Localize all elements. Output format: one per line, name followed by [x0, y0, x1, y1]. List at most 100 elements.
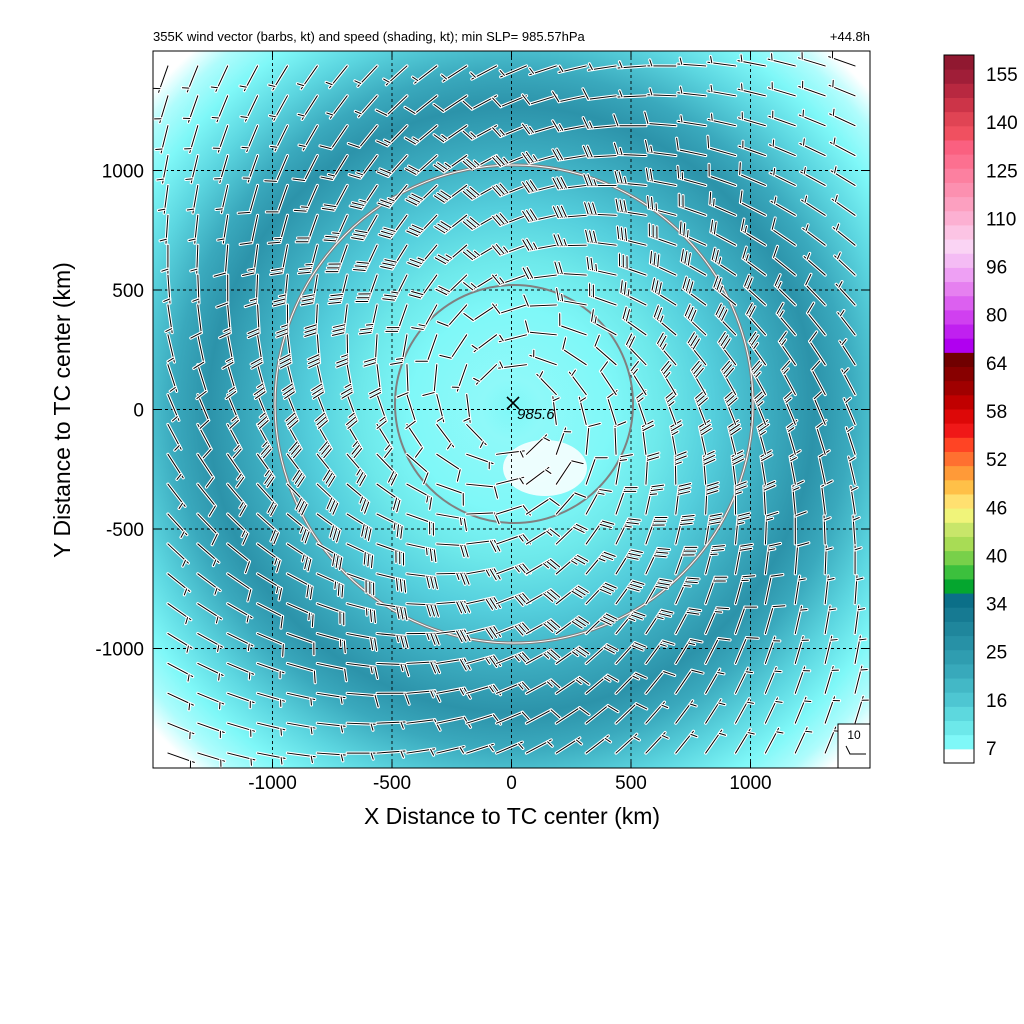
- colorbar-frame: [943, 54, 975, 764]
- wind-barb: [465, 452, 495, 471]
- wind-barb: [686, 331, 708, 367]
- wind-barb: [524, 588, 562, 606]
- wind-barb: [616, 89, 648, 99]
- wind-barb: [285, 721, 317, 736]
- wind-barb: [345, 542, 375, 570]
- wind-barb: [528, 64, 558, 77]
- wind-barb: [767, 109, 797, 128]
- colorbar-swatch: [944, 536, 974, 552]
- wind-barb: [196, 721, 226, 740]
- wind-barb: [849, 484, 859, 516]
- wind-barb: [196, 452, 215, 489]
- wind-barb: [617, 252, 648, 277]
- wind-barb: [224, 363, 238, 401]
- wind-barb: [296, 243, 319, 275]
- wind-barb: [793, 574, 807, 606]
- wind-barb: [382, 64, 409, 87]
- wind-barb: [644, 167, 678, 188]
- wind-barb: [827, 51, 857, 68]
- wind-barb: [226, 542, 252, 575]
- wind-barb: [335, 333, 350, 369]
- colorbar-swatch: [944, 309, 974, 325]
- wind-barb: [462, 392, 472, 424]
- wind-barb: [629, 359, 648, 397]
- wind-barb: [582, 173, 618, 188]
- wind-barb: [255, 751, 287, 766]
- wind-barb: [405, 718, 442, 732]
- wind-barb: [236, 183, 260, 215]
- wind-barb: [557, 64, 588, 74]
- colorbar-swatch: [944, 338, 974, 353]
- colorbar-swatch: [944, 451, 974, 467]
- wind-barb: [377, 213, 409, 240]
- range-rings: [273, 163, 755, 645]
- colorbar-swatch: [944, 253, 974, 268]
- colorbar-swatch: [944, 83, 974, 98]
- wind-barb: [815, 418, 828, 456]
- wind-barb: [561, 336, 588, 367]
- wind-barb: [277, 333, 293, 370]
- wind-barb: [733, 636, 760, 666]
- wind-barb: [733, 666, 755, 695]
- reference-vector-label: 10: [847, 728, 861, 742]
- wind-barb: [255, 721, 287, 737]
- wind-barb: [643, 110, 678, 128]
- wind-barb: [184, 153, 200, 185]
- wind-barb: [524, 708, 562, 725]
- reference-vector-box: 10: [837, 723, 871, 769]
- x-tick-label: 1000: [729, 773, 771, 794]
- wind-barb: [521, 265, 558, 281]
- wind-barb: [375, 602, 409, 622]
- wind-barb: [796, 51, 827, 68]
- wind-barb: [808, 330, 827, 367]
- wind-barb: [524, 557, 562, 576]
- range-ring-1000km-inner: [274, 164, 754, 644]
- wind-barb: [315, 572, 345, 599]
- wind-barb: [551, 395, 561, 427]
- wind-barb: [646, 87, 678, 98]
- wind-barb: [823, 574, 836, 606]
- wind-barb: [410, 64, 439, 85]
- wind-barb: [255, 602, 285, 630]
- x-tick-label: 0: [506, 773, 517, 794]
- wind-barb: [614, 517, 642, 546]
- wind-barb: [606, 389, 619, 427]
- wind-barb: [828, 107, 857, 128]
- wind-barb: [853, 634, 868, 666]
- colorbar-swatch: [944, 692, 974, 707]
- wind-barb: [676, 85, 708, 98]
- wind-barb: [196, 691, 226, 711]
- wind-barb: [433, 213, 469, 235]
- wind-barb: [404, 153, 439, 176]
- wind-barb: [404, 183, 439, 207]
- wind-barb: [614, 732, 641, 755]
- wind-barb: [414, 333, 439, 363]
- colorbar-swatch: [944, 649, 974, 665]
- wind-barb: [196, 542, 221, 568]
- wind-barb: [733, 480, 748, 516]
- wind-barb: [238, 213, 260, 246]
- wind-barb: [624, 332, 648, 367]
- wind-speed-shading: [153, 51, 870, 768]
- wind-barb: [827, 78, 857, 98]
- wind-barb: [674, 576, 701, 606]
- wind-barb: [613, 169, 648, 188]
- wind-barb: [554, 584, 590, 606]
- colorbar-label: 40: [986, 546, 1007, 567]
- wind-barb: [708, 190, 738, 217]
- wind-barb: [268, 124, 290, 153]
- wind-barb: [524, 738, 554, 755]
- wind-barb: [345, 512, 373, 542]
- wind-barb: [325, 94, 349, 120]
- wind-barb: [403, 124, 439, 146]
- wind-barb: [375, 124, 409, 148]
- wind-barb: [375, 512, 404, 540]
- wind-barb: [491, 302, 529, 315]
- wind-barb: [737, 139, 768, 158]
- wind-barb: [315, 721, 347, 734]
- wind-barb: [554, 459, 585, 486]
- wind-barb: [782, 389, 797, 427]
- wind-barb: [375, 631, 410, 650]
- wind-barb: [255, 452, 276, 489]
- wind-barb: [357, 303, 379, 336]
